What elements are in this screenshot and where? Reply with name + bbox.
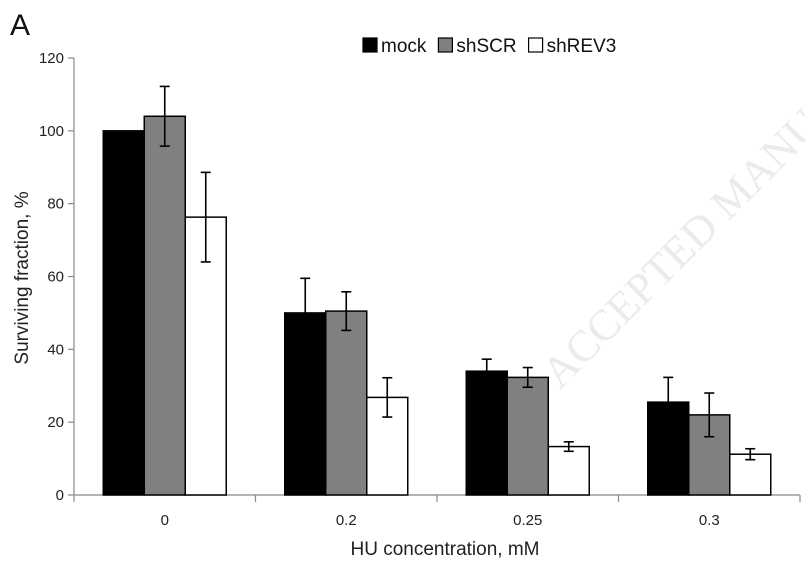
plot-area: 0 20 40 60 80 100 120 0 0.2 0.25 0.3 — [39, 50, 801, 529]
watermark: ACCEPTED MANUSCRIPT — [532, 0, 805, 397]
x-tick-label: 0.3 — [699, 512, 720, 529]
legend: mock shSCR shREV3 — [362, 36, 617, 57]
legend-label-shREV3: shREV3 — [547, 36, 617, 57]
panel-label: A — [10, 9, 30, 42]
y-tick-label: 120 — [39, 50, 64, 67]
x-axis-title: HU concentration, mM — [350, 539, 539, 560]
x-tick-label: 0.25 — [513, 512, 542, 529]
y-tick-label: 20 — [47, 414, 64, 431]
bar-shREV3 — [366, 396, 409, 496]
bar-shSCR — [143, 115, 186, 496]
x-tick-label: 0 — [161, 512, 169, 529]
bar-shREV3 — [729, 453, 772, 496]
y-tick-label: 80 — [47, 196, 64, 213]
y-axis-title: Surviving fraction, % — [12, 191, 33, 364]
legend-label-mock: mock — [381, 36, 427, 57]
legend-swatch-mock — [362, 37, 378, 53]
y-tick-label: 100 — [39, 123, 64, 140]
bar-mock — [465, 370, 508, 496]
bar-mock — [102, 130, 145, 496]
legend-swatch-shREV3 — [527, 37, 544, 53]
legend-swatch-shSCR — [437, 37, 454, 53]
y-tick-label: 60 — [47, 269, 64, 286]
bar-shREV3 — [547, 445, 590, 496]
bar-shREV3 — [184, 216, 227, 496]
bar-shSCR — [506, 376, 549, 496]
y-tick-label: 40 — [47, 341, 64, 358]
legend-label-shSCR: shSCR — [456, 36, 516, 57]
bar-shSCR — [325, 310, 368, 496]
y-tick-label: 0 — [56, 487, 64, 504]
x-tick-label: 0.2 — [336, 512, 357, 529]
